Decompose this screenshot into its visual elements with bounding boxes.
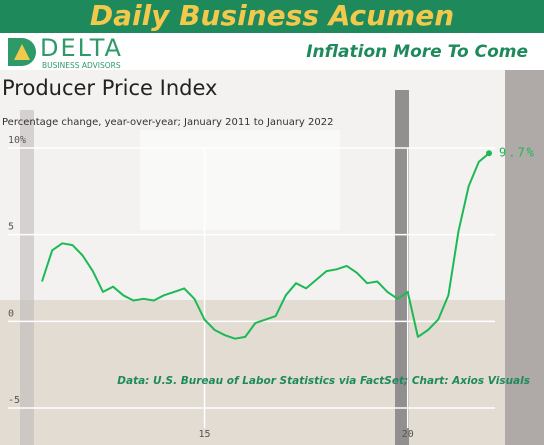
window (140, 130, 340, 230)
y-tick-label: -5 (8, 395, 20, 406)
value-label: 9.7% (499, 146, 536, 160)
y-tick-label: 5 (8, 222, 14, 233)
logo-sub: BUSINESS ADVISORS (42, 61, 121, 70)
chart-subtitle: Percentage change, year-over-year; Janua… (2, 117, 333, 128)
end-point (486, 150, 492, 157)
header-strip (0, 33, 544, 70)
x-tick-label: 20 (402, 429, 414, 440)
source: Data: U.S. Bureau of Labor Statistics vi… (117, 375, 530, 387)
banner (0, 0, 544, 33)
y-tick-label: 10% (8, 135, 26, 146)
y-tick-label: 0 (8, 308, 14, 319)
logo: DELTA (40, 34, 123, 62)
line (41, 152, 490, 340)
door-frame (20, 110, 34, 445)
floor (0, 300, 544, 445)
door-frame (505, 70, 544, 445)
headline: Inflation More To Come (306, 42, 528, 62)
banner-title: Daily Business Acumen (90, 0, 454, 32)
door-frame (395, 90, 409, 445)
overlay (0, 70, 544, 445)
x-tick-label: 15 (199, 429, 211, 440)
chart-title: Producer Price Index (2, 76, 217, 100)
logo-mark (14, 44, 30, 60)
